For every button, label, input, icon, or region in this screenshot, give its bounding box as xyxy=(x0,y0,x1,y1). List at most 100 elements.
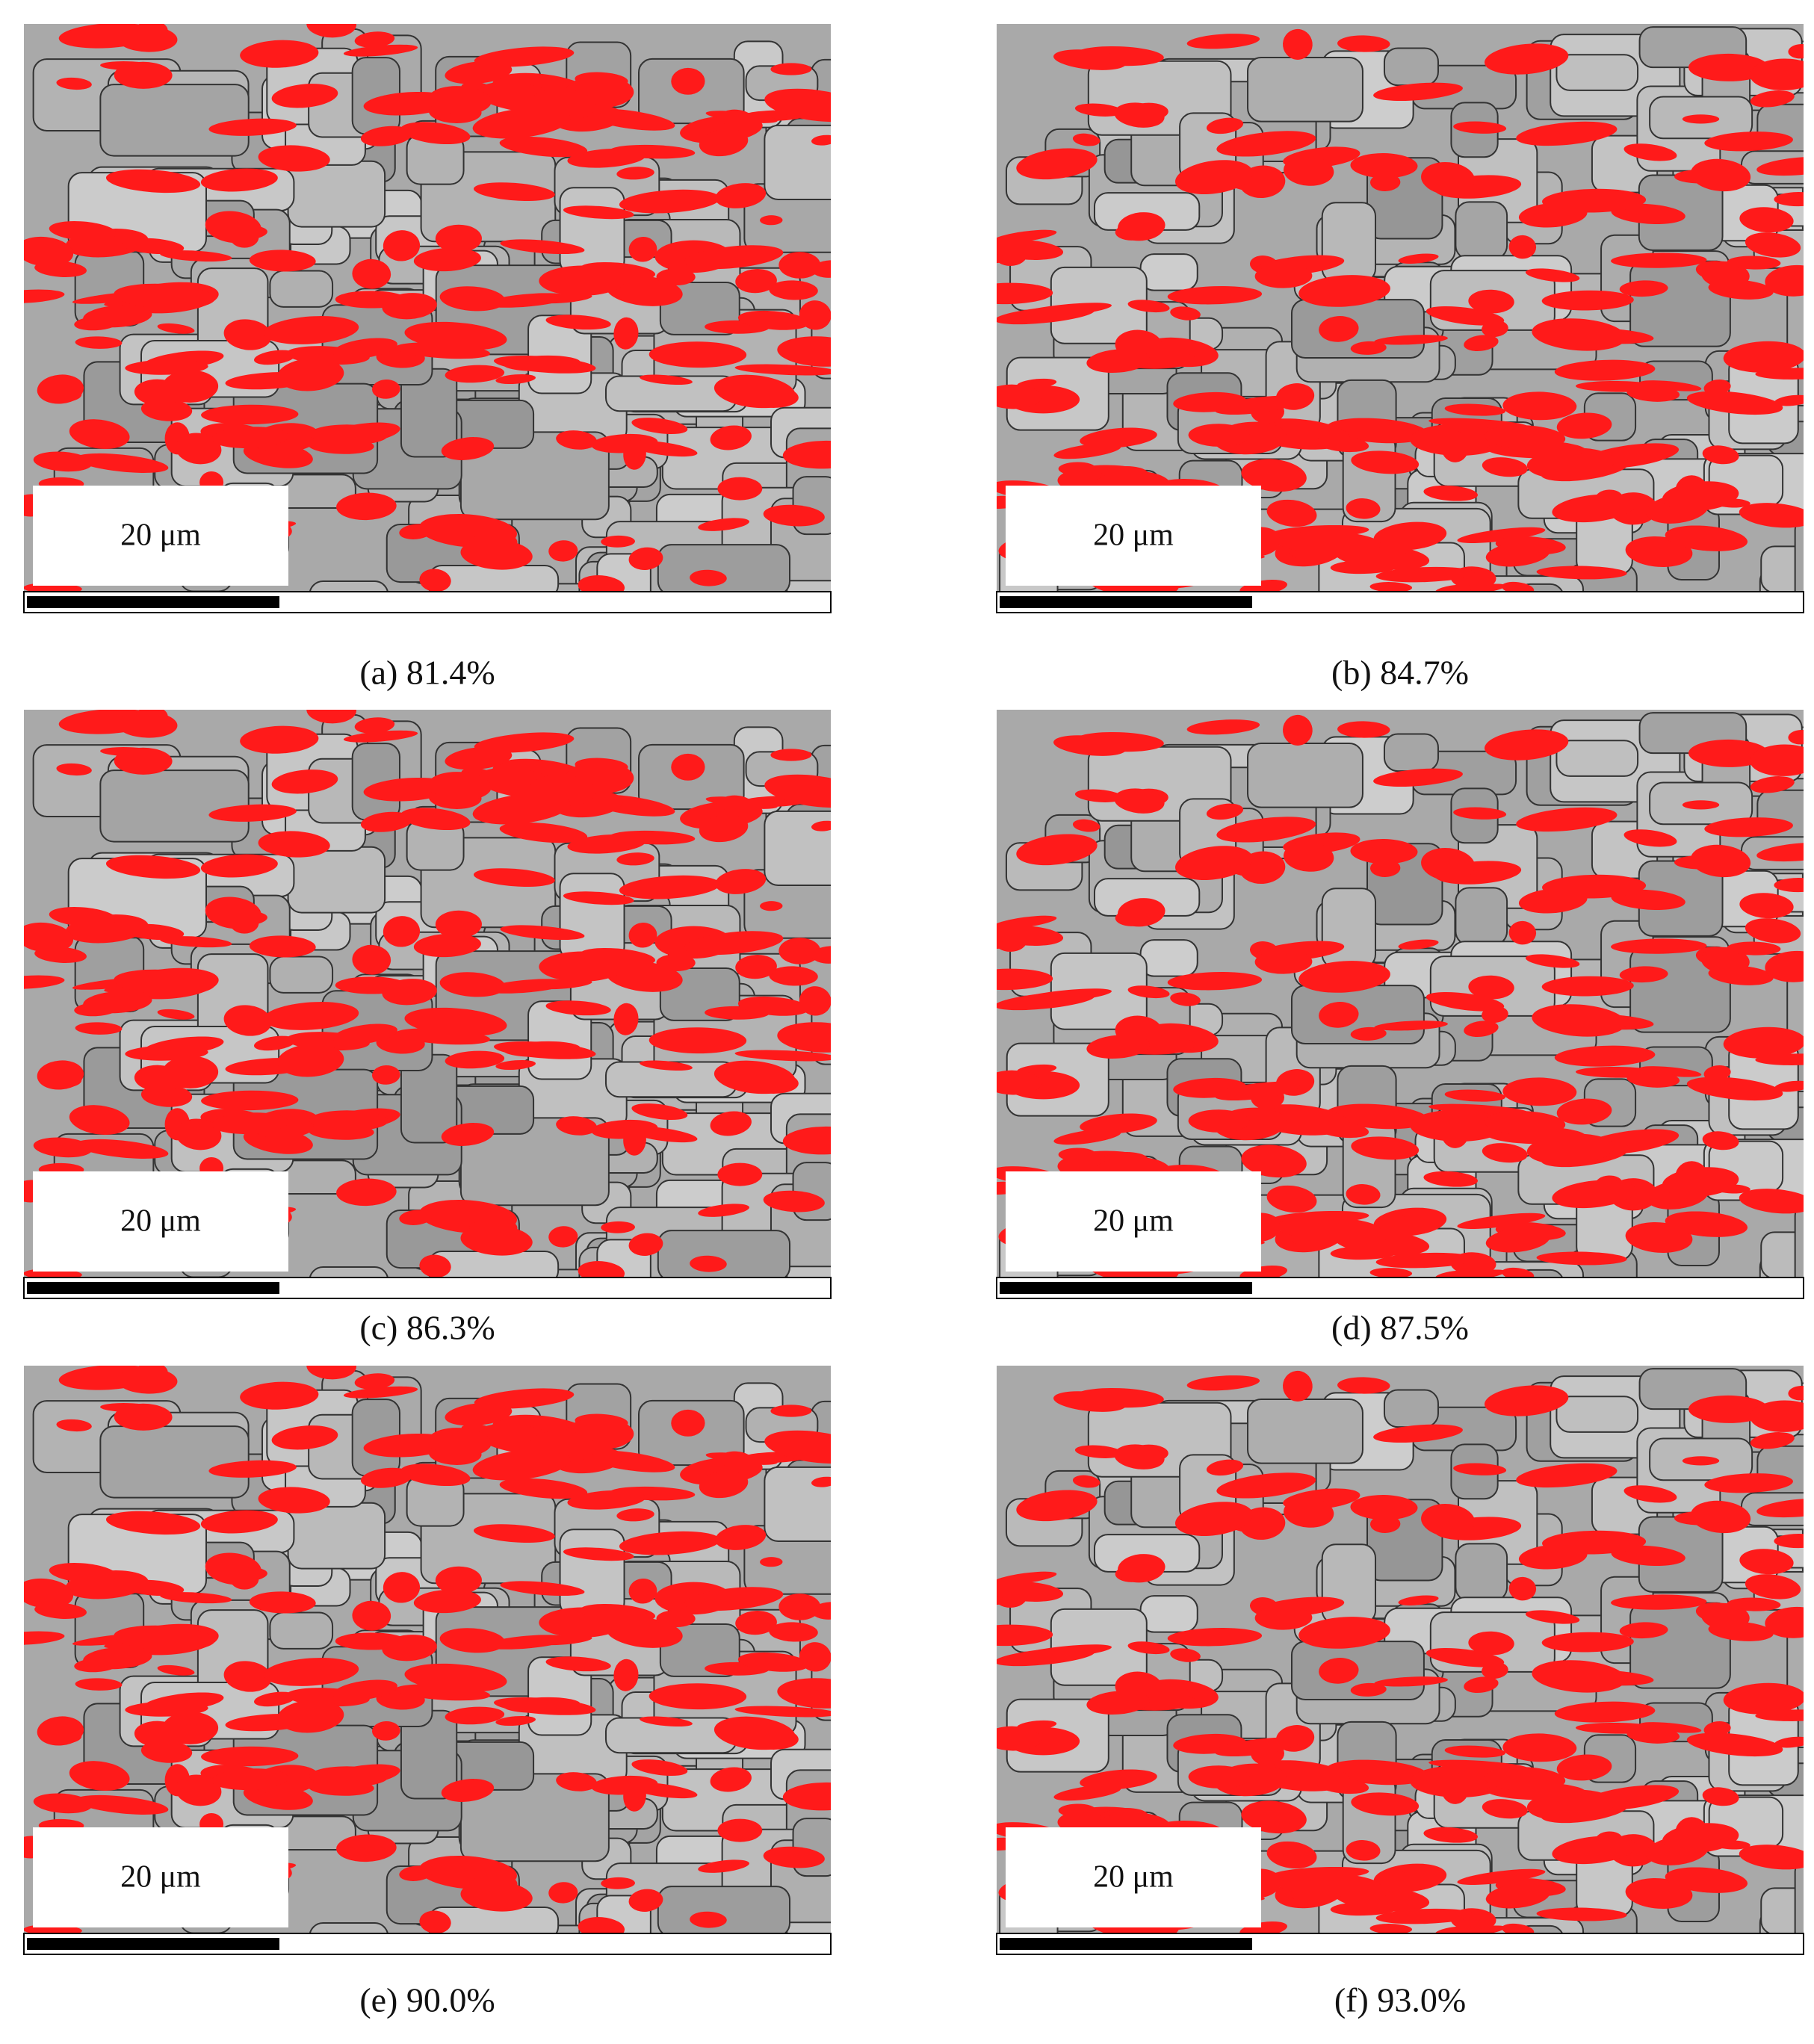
red-phase xyxy=(760,901,783,911)
red-phase xyxy=(360,811,412,832)
grain xyxy=(764,124,831,200)
red-phase xyxy=(258,145,330,172)
red-phase xyxy=(1444,1745,1506,1758)
red-phase xyxy=(208,118,297,136)
red-phase xyxy=(445,1706,505,1725)
red-phase xyxy=(83,1647,152,1670)
red-phase xyxy=(223,1005,272,1036)
red-phase xyxy=(332,338,397,359)
red-phase xyxy=(1556,1754,1612,1781)
red-phase xyxy=(613,317,639,350)
red-phase xyxy=(1186,34,1260,49)
grain xyxy=(1760,1887,1804,1933)
grain xyxy=(811,1653,831,1721)
red-phase xyxy=(628,547,663,570)
scale-label-box xyxy=(33,486,288,586)
micrograph xyxy=(24,24,831,592)
red-phase xyxy=(1739,207,1794,233)
red-phase xyxy=(75,1139,169,1159)
red-phase xyxy=(1398,939,1439,950)
red-phase xyxy=(354,717,395,734)
red-phase xyxy=(1053,735,1127,756)
red-phase xyxy=(105,855,201,879)
red-phase xyxy=(271,1425,338,1450)
red-phase xyxy=(1457,1213,1546,1229)
red-phase xyxy=(1374,1676,1448,1687)
scale-bar xyxy=(1000,596,1252,608)
red-phase xyxy=(201,1746,299,1767)
red-phase xyxy=(760,1557,783,1567)
red-phase xyxy=(253,1691,296,1707)
red-phase xyxy=(1298,275,1390,307)
scale-bar xyxy=(27,596,279,608)
red-phase xyxy=(1765,1606,1804,1638)
red-phase xyxy=(240,40,319,68)
scale-label: 20 μm xyxy=(1093,1204,1174,1239)
red-phase xyxy=(627,1126,698,1143)
red-phase xyxy=(306,24,356,38)
red-phase xyxy=(211,427,289,448)
red-phase xyxy=(372,1721,400,1741)
red-phase xyxy=(1298,961,1390,993)
red-phase xyxy=(1117,212,1166,241)
panel-caption: (f) 93.0% xyxy=(1334,1981,1466,2019)
red-phase xyxy=(1665,525,1748,551)
red-phase xyxy=(1623,1485,1677,1503)
red-phase xyxy=(1425,306,1505,326)
red-phase xyxy=(1316,435,1369,453)
red-phase xyxy=(211,1112,289,1134)
grain xyxy=(269,270,334,308)
red-phase xyxy=(1080,1113,1157,1134)
red-phase xyxy=(56,1419,92,1432)
grain xyxy=(1383,733,1439,772)
grain xyxy=(559,873,625,961)
red-phase xyxy=(1170,306,1201,320)
red-phase xyxy=(435,224,482,253)
red-phase xyxy=(545,1000,611,1016)
red-phase xyxy=(49,221,117,241)
red-phase xyxy=(1704,131,1793,152)
red-phase xyxy=(1457,1868,1546,1885)
red-phase xyxy=(441,1779,495,1802)
red-phase xyxy=(271,769,338,794)
red-phase xyxy=(1369,582,1413,592)
red-phase xyxy=(777,336,831,367)
red-phase xyxy=(1319,316,1359,342)
red-phase xyxy=(1536,566,1627,580)
red-phase xyxy=(24,975,65,989)
red-phase xyxy=(1072,819,1101,832)
red-phase xyxy=(33,1137,93,1158)
red-phase xyxy=(710,1767,752,1792)
red-phase xyxy=(1552,1180,1636,1209)
red-phase xyxy=(997,306,1095,325)
red-phase xyxy=(1674,169,1728,184)
red-phase xyxy=(271,84,338,108)
red-phase xyxy=(1127,1641,1170,1655)
red-phase xyxy=(1702,1131,1739,1150)
red-phase xyxy=(1266,1185,1317,1213)
red-phase xyxy=(1464,1676,1499,1694)
red-phase xyxy=(24,1631,65,1645)
red-phase xyxy=(1216,817,1316,843)
red-phase xyxy=(715,183,767,208)
red-phase xyxy=(811,946,831,964)
red-phase xyxy=(399,1865,433,1881)
red-phase xyxy=(1714,1184,1750,1194)
red-phase xyxy=(764,1430,831,1464)
red-phase xyxy=(360,1467,412,1488)
grain xyxy=(1455,201,1508,260)
red-phase xyxy=(419,569,451,592)
red-phase xyxy=(1468,975,1514,1000)
red-phase xyxy=(684,931,784,956)
red-phase xyxy=(1284,155,1334,186)
red-phase xyxy=(735,269,777,294)
red-phase xyxy=(782,440,831,469)
red-phase xyxy=(75,336,123,349)
red-phase xyxy=(160,1592,232,1604)
red-phase xyxy=(1484,1385,1569,1416)
red-phase xyxy=(628,1579,657,1604)
red-phase xyxy=(1319,1658,1359,1684)
grain xyxy=(99,84,250,157)
red-phase xyxy=(1453,121,1507,134)
red-phase xyxy=(1337,35,1390,52)
